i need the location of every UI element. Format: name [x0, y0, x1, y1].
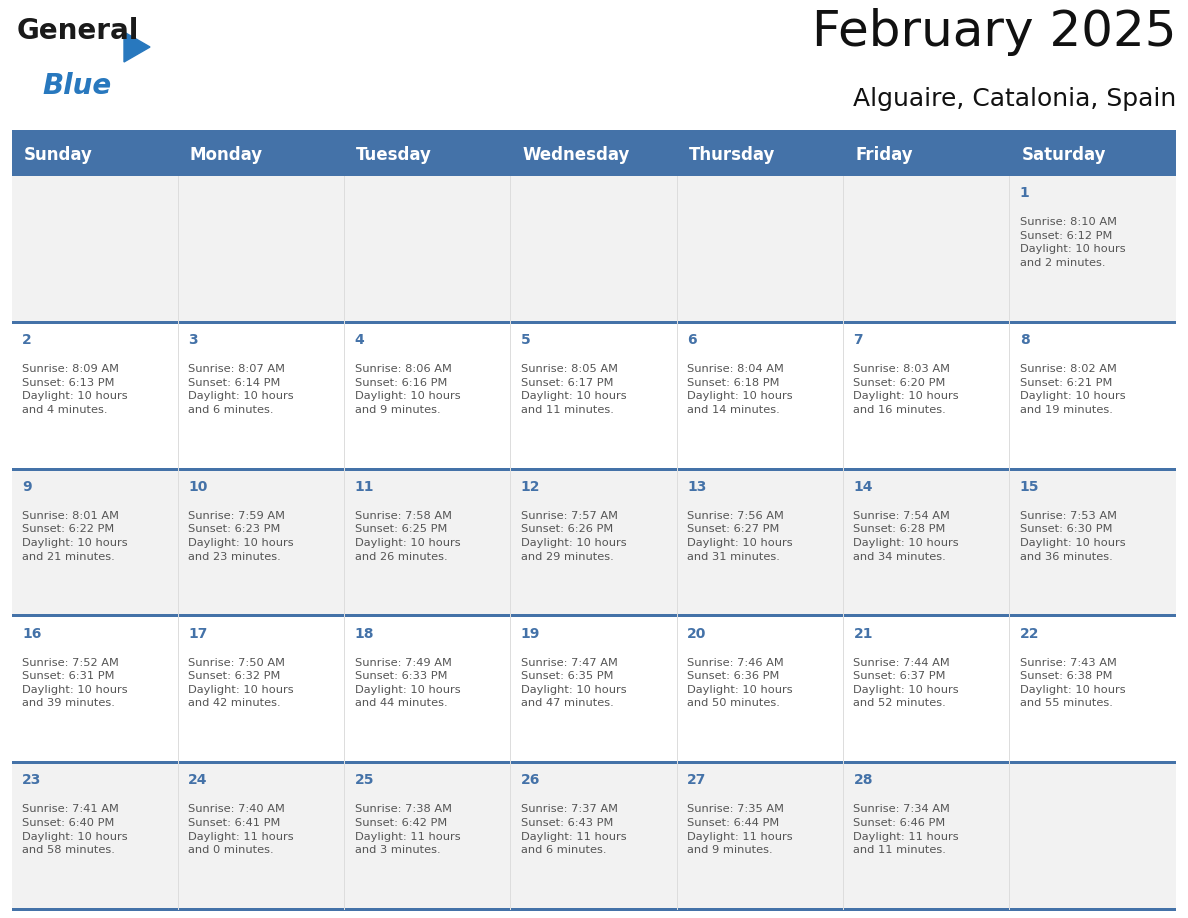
Text: Sunrise: 8:10 AM
Sunset: 6:12 PM
Daylight: 10 hours
and 2 minutes.: Sunrise: 8:10 AM Sunset: 6:12 PM Dayligh…: [1019, 217, 1125, 268]
Text: 27: 27: [687, 774, 707, 788]
Text: 23: 23: [21, 774, 42, 788]
Text: 12: 12: [520, 480, 541, 494]
Text: 9: 9: [21, 480, 32, 494]
Text: 25: 25: [354, 774, 374, 788]
Text: Sunrise: 7:37 AM
Sunset: 6:43 PM
Daylight: 11 hours
and 6 minutes.: Sunrise: 7:37 AM Sunset: 6:43 PM Dayligh…: [520, 804, 626, 855]
Text: 4: 4: [354, 333, 365, 347]
Text: 11: 11: [354, 480, 374, 494]
Text: Sunrise: 8:03 AM
Sunset: 6:20 PM
Daylight: 10 hours
and 16 minutes.: Sunrise: 8:03 AM Sunset: 6:20 PM Dayligh…: [853, 364, 959, 415]
Text: Sunrise: 7:40 AM
Sunset: 6:41 PM
Daylight: 11 hours
and 0 minutes.: Sunrise: 7:40 AM Sunset: 6:41 PM Dayligh…: [188, 804, 293, 855]
Text: Sunrise: 8:09 AM
Sunset: 6:13 PM
Daylight: 10 hours
and 4 minutes.: Sunrise: 8:09 AM Sunset: 6:13 PM Dayligh…: [21, 364, 127, 415]
Text: Monday: Monday: [190, 146, 263, 164]
Text: 5: 5: [520, 333, 531, 347]
Text: 7: 7: [853, 333, 862, 347]
Text: Sunrise: 7:49 AM
Sunset: 6:33 PM
Daylight: 10 hours
and 44 minutes.: Sunrise: 7:49 AM Sunset: 6:33 PM Dayligh…: [354, 657, 460, 709]
Text: General: General: [17, 17, 139, 45]
Text: 22: 22: [1019, 627, 1040, 641]
Text: 2: 2: [21, 333, 32, 347]
Text: Sunrise: 8:04 AM
Sunset: 6:18 PM
Daylight: 10 hours
and 14 minutes.: Sunrise: 8:04 AM Sunset: 6:18 PM Dayligh…: [687, 364, 792, 415]
Text: Tuesday: Tuesday: [356, 146, 432, 164]
Text: Blue: Blue: [42, 72, 112, 100]
Text: February 2025: February 2025: [811, 8, 1176, 57]
Text: 20: 20: [687, 627, 707, 641]
Text: Sunrise: 7:46 AM
Sunset: 6:36 PM
Daylight: 10 hours
and 50 minutes.: Sunrise: 7:46 AM Sunset: 6:36 PM Dayligh…: [687, 657, 792, 709]
Text: Sunrise: 7:54 AM
Sunset: 6:28 PM
Daylight: 10 hours
and 34 minutes.: Sunrise: 7:54 AM Sunset: 6:28 PM Dayligh…: [853, 510, 959, 562]
Text: Sunrise: 7:35 AM
Sunset: 6:44 PM
Daylight: 11 hours
and 9 minutes.: Sunrise: 7:35 AM Sunset: 6:44 PM Dayligh…: [687, 804, 792, 855]
Text: 24: 24: [188, 774, 208, 788]
Text: Sunrise: 8:02 AM
Sunset: 6:21 PM
Daylight: 10 hours
and 19 minutes.: Sunrise: 8:02 AM Sunset: 6:21 PM Dayligh…: [1019, 364, 1125, 415]
Text: Sunrise: 7:59 AM
Sunset: 6:23 PM
Daylight: 10 hours
and 23 minutes.: Sunrise: 7:59 AM Sunset: 6:23 PM Dayligh…: [188, 510, 293, 562]
Text: Sunrise: 8:05 AM
Sunset: 6:17 PM
Daylight: 10 hours
and 11 minutes.: Sunrise: 8:05 AM Sunset: 6:17 PM Dayligh…: [520, 364, 626, 415]
Text: Sunrise: 7:52 AM
Sunset: 6:31 PM
Daylight: 10 hours
and 39 minutes.: Sunrise: 7:52 AM Sunset: 6:31 PM Dayligh…: [21, 657, 127, 709]
Text: 8: 8: [1019, 333, 1030, 347]
Text: Sunrise: 7:41 AM
Sunset: 6:40 PM
Daylight: 10 hours
and 58 minutes.: Sunrise: 7:41 AM Sunset: 6:40 PM Dayligh…: [21, 804, 127, 855]
Text: Alguaire, Catalonia, Spain: Alguaire, Catalonia, Spain: [853, 86, 1176, 111]
Text: 19: 19: [520, 627, 541, 641]
Text: Thursday: Thursday: [689, 146, 775, 164]
Text: Sunrise: 8:01 AM
Sunset: 6:22 PM
Daylight: 10 hours
and 21 minutes.: Sunrise: 8:01 AM Sunset: 6:22 PM Dayligh…: [21, 510, 127, 562]
Text: 16: 16: [21, 627, 42, 641]
Text: 13: 13: [687, 480, 707, 494]
Text: 6: 6: [687, 333, 696, 347]
Text: 3: 3: [188, 333, 198, 347]
Text: 21: 21: [853, 627, 873, 641]
Text: Sunrise: 7:53 AM
Sunset: 6:30 PM
Daylight: 10 hours
and 36 minutes.: Sunrise: 7:53 AM Sunset: 6:30 PM Dayligh…: [1019, 510, 1125, 562]
Text: 17: 17: [188, 627, 208, 641]
Text: 26: 26: [520, 774, 541, 788]
Text: Sunrise: 7:38 AM
Sunset: 6:42 PM
Daylight: 11 hours
and 3 minutes.: Sunrise: 7:38 AM Sunset: 6:42 PM Dayligh…: [354, 804, 460, 855]
Text: Sunday: Sunday: [24, 146, 93, 164]
Text: 15: 15: [1019, 480, 1040, 494]
Text: Sunrise: 7:56 AM
Sunset: 6:27 PM
Daylight: 10 hours
and 31 minutes.: Sunrise: 7:56 AM Sunset: 6:27 PM Dayligh…: [687, 510, 792, 562]
Text: Sunrise: 7:43 AM
Sunset: 6:38 PM
Daylight: 10 hours
and 55 minutes.: Sunrise: 7:43 AM Sunset: 6:38 PM Dayligh…: [1019, 657, 1125, 709]
Text: 14: 14: [853, 480, 873, 494]
Text: Saturday: Saturday: [1022, 146, 1106, 164]
Text: Sunrise: 7:34 AM
Sunset: 6:46 PM
Daylight: 11 hours
and 11 minutes.: Sunrise: 7:34 AM Sunset: 6:46 PM Dayligh…: [853, 804, 959, 855]
Text: Sunrise: 7:57 AM
Sunset: 6:26 PM
Daylight: 10 hours
and 29 minutes.: Sunrise: 7:57 AM Sunset: 6:26 PM Dayligh…: [520, 510, 626, 562]
Text: Friday: Friday: [855, 146, 912, 164]
Text: Sunrise: 8:06 AM
Sunset: 6:16 PM
Daylight: 10 hours
and 9 minutes.: Sunrise: 8:06 AM Sunset: 6:16 PM Dayligh…: [354, 364, 460, 415]
Text: 1: 1: [1019, 186, 1030, 200]
Text: Sunrise: 7:58 AM
Sunset: 6:25 PM
Daylight: 10 hours
and 26 minutes.: Sunrise: 7:58 AM Sunset: 6:25 PM Dayligh…: [354, 510, 460, 562]
Text: 28: 28: [853, 774, 873, 788]
Text: Sunrise: 7:44 AM
Sunset: 6:37 PM
Daylight: 10 hours
and 52 minutes.: Sunrise: 7:44 AM Sunset: 6:37 PM Dayligh…: [853, 657, 959, 709]
Text: Sunrise: 8:07 AM
Sunset: 6:14 PM
Daylight: 10 hours
and 6 minutes.: Sunrise: 8:07 AM Sunset: 6:14 PM Dayligh…: [188, 364, 293, 415]
Text: Sunrise: 7:47 AM
Sunset: 6:35 PM
Daylight: 10 hours
and 47 minutes.: Sunrise: 7:47 AM Sunset: 6:35 PM Dayligh…: [520, 657, 626, 709]
Text: 10: 10: [188, 480, 208, 494]
Text: Sunrise: 7:50 AM
Sunset: 6:32 PM
Daylight: 10 hours
and 42 minutes.: Sunrise: 7:50 AM Sunset: 6:32 PM Dayligh…: [188, 657, 293, 709]
Polygon shape: [124, 32, 150, 62]
Text: 18: 18: [354, 627, 374, 641]
Text: Wednesday: Wednesday: [523, 146, 630, 164]
